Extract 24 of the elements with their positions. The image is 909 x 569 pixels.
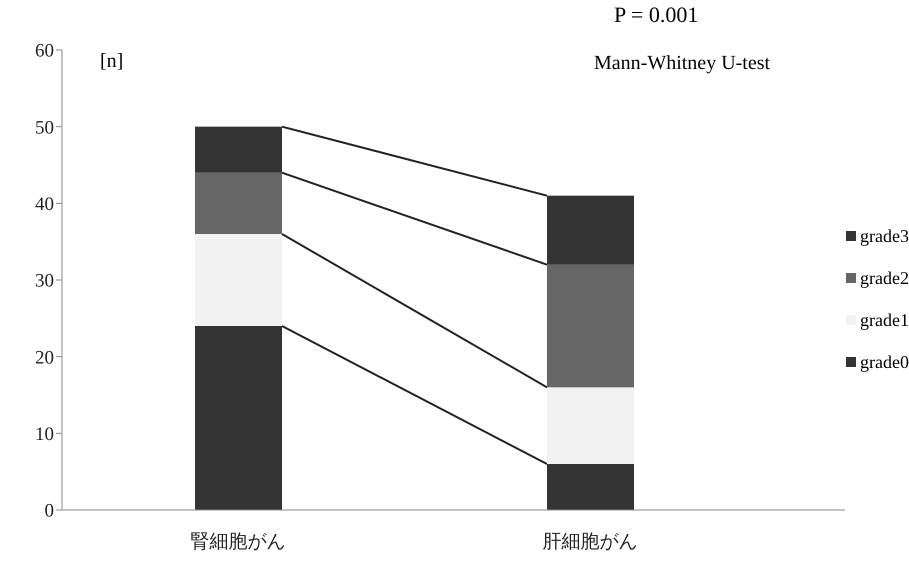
y-axis-title: [n] [100,50,124,73]
legend-label: grade2 [859,266,909,290]
bar [195,326,282,510]
y-tick-label: 40 [35,194,54,216]
y-tick-label: 60 [35,40,54,62]
x-tick-label: 腎細胞がん [190,531,286,552]
y-tick-label: 20 [35,347,54,368]
bar [195,172,282,234]
bar [195,234,282,326]
legend-label: grade1 [859,308,909,332]
y-tick-label: 10 [35,424,54,446]
legend-label: grade3 [859,224,909,248]
bar [195,126,282,173]
legend-label: grade0 [859,350,909,374]
annotation: Mann-Whitney U-test [594,52,770,75]
y-tick-label: 30 [35,270,54,292]
bar [547,387,634,464]
text: P = 0.001 [614,2,698,28]
bar [547,264,634,388]
bar [547,196,634,265]
bar [547,464,634,510]
x-tick-label: 肝細胞がん [542,531,638,552]
y-tick-label: 0 [44,500,54,522]
y-tick-label: 50 [35,117,54,138]
